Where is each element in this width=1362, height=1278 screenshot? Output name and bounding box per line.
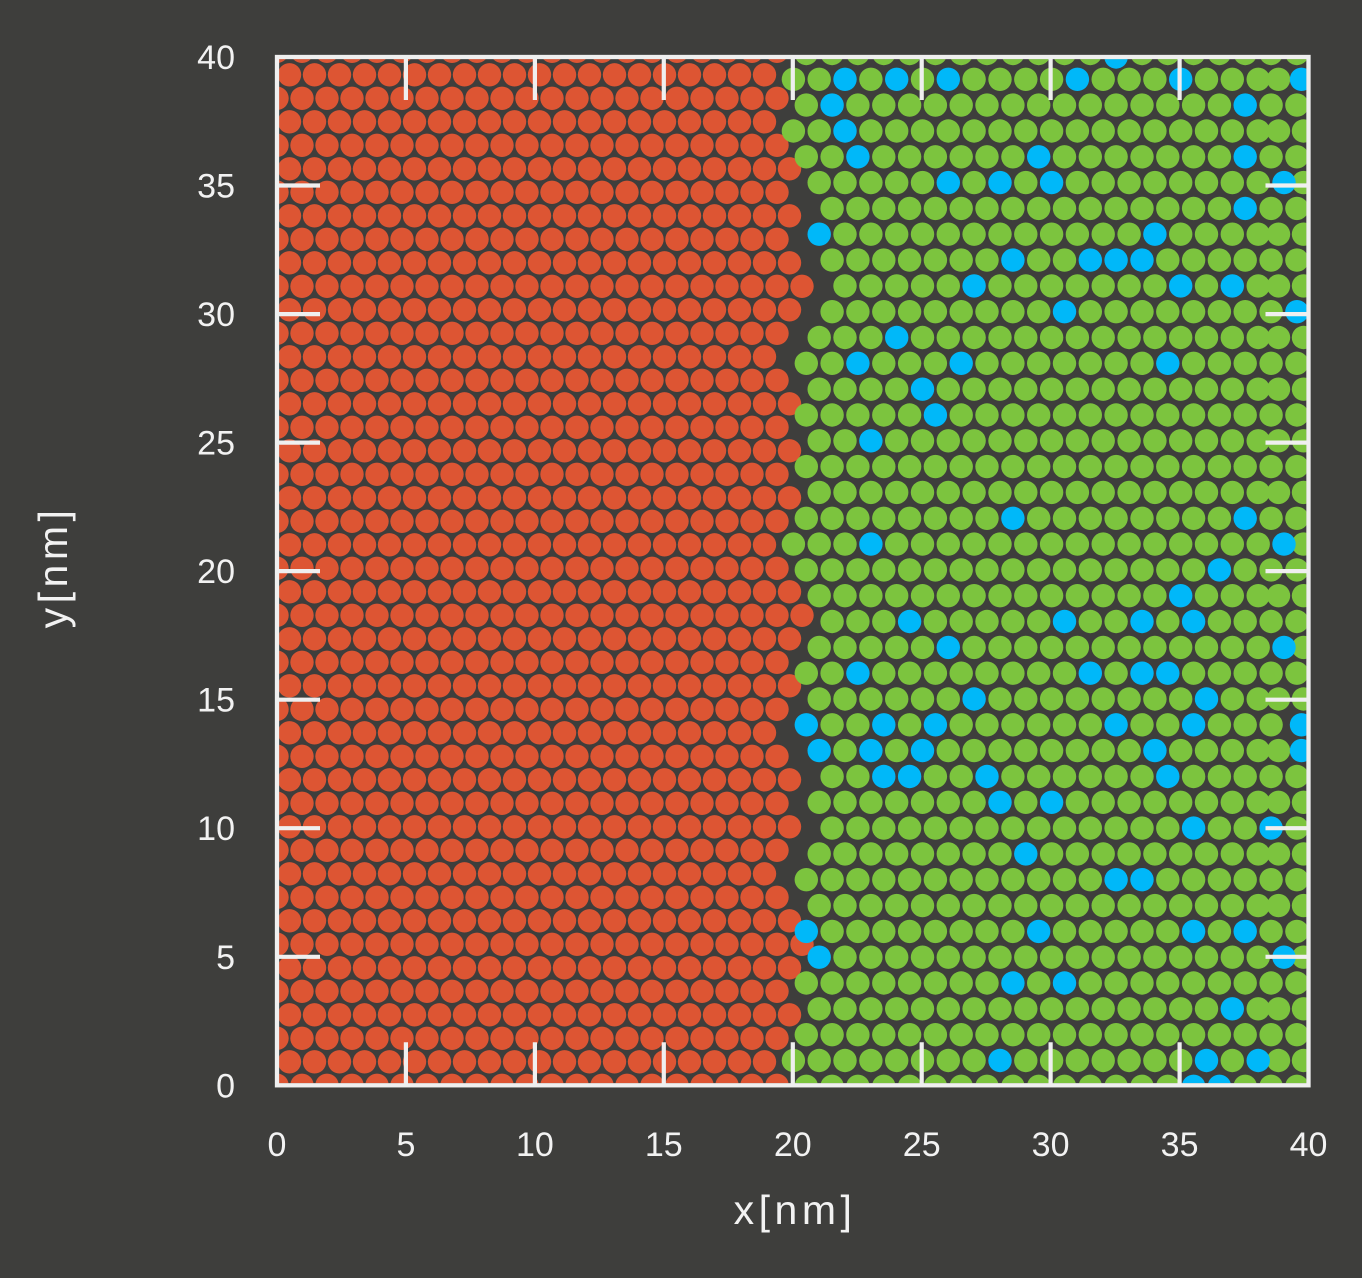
svg-text:10: 10 <box>516 1126 554 1164</box>
svg-text:5: 5 <box>216 939 235 977</box>
svg-text:0: 0 <box>216 1067 235 1105</box>
svg-text:5: 5 <box>396 1126 415 1164</box>
svg-text:30: 30 <box>197 296 235 334</box>
svg-text:40: 40 <box>197 39 235 77</box>
svg-text:15: 15 <box>197 682 235 720</box>
svg-text:10: 10 <box>197 810 235 848</box>
svg-text:20: 20 <box>774 1126 812 1164</box>
svg-text:25: 25 <box>197 425 235 463</box>
svg-text:40: 40 <box>1290 1126 1328 1164</box>
svg-text:y[nm]: y[nm] <box>30 506 76 629</box>
svg-text:30: 30 <box>1032 1126 1070 1164</box>
svg-text:35: 35 <box>197 168 235 206</box>
svg-text:20: 20 <box>197 553 235 591</box>
svg-text:0: 0 <box>268 1126 287 1164</box>
svg-text:35: 35 <box>1161 1126 1199 1164</box>
svg-text:25: 25 <box>903 1126 941 1164</box>
svg-text:15: 15 <box>645 1126 683 1164</box>
svg-text:x[nm]: x[nm] <box>734 1187 857 1233</box>
